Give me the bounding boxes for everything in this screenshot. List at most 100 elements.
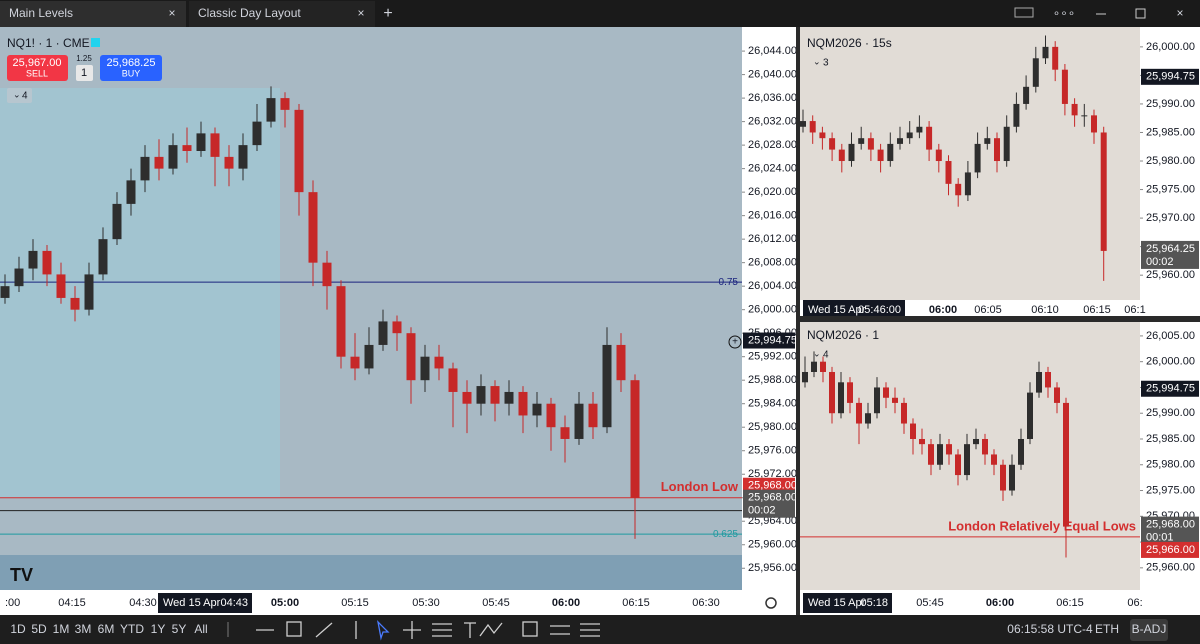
y-tick-label: 26,000.00	[748, 304, 797, 316]
tab[interactable]	[189, 1, 375, 27]
chevron[interactable]: ⌄	[813, 348, 821, 358]
candle-body	[926, 126, 933, 150]
buy-label[interactable]: BUY	[122, 68, 141, 78]
y-tick-label: 25,985.00	[1146, 126, 1195, 138]
range-button[interactable]: 1M	[53, 622, 70, 636]
candle-body	[1036, 371, 1042, 393]
candle-body	[42, 250, 52, 275]
more-icon[interactable]: ∘∘∘	[1053, 6, 1076, 20]
candle-body	[1003, 126, 1010, 162]
x-tick-label: 05:15	[341, 597, 369, 609]
candle-body	[919, 438, 925, 445]
symbol[interactable]: NQ1! · 1 · CME	[7, 36, 90, 50]
tool-crosshair[interactable]	[403, 621, 421, 639]
chart-pane: 26,044.00 26,040.00 26,036.00 26,032.00 26,0…	[0, 27, 797, 615]
candle-body	[887, 143, 894, 162]
candle-body	[140, 156, 150, 181]
sell-label[interactable]: SELL	[26, 68, 48, 78]
symbol[interactable]: NQM2026 · 15s	[807, 36, 892, 50]
range-button[interactable]: 6M	[98, 622, 115, 636]
tool-trend[interactable]	[315, 622, 333, 638]
price-label: 25,994.75	[748, 334, 797, 346]
tool-rect[interactable]	[286, 621, 302, 637]
candle-body	[1061, 69, 1068, 104]
y-tick-label: 26,036.00	[748, 92, 797, 104]
buy-price[interactable]: 25,968.25	[107, 57, 156, 69]
candle-body	[1100, 132, 1107, 251]
chevron[interactable]: ⌄	[13, 89, 21, 99]
range-button[interactable]: 5D	[31, 622, 47, 636]
adjustment-button[interactable]	[1130, 619, 1168, 641]
tab[interactable]	[0, 1, 186, 27]
quantity[interactable]: 1	[81, 67, 87, 79]
sell-button[interactable]	[7, 55, 68, 81]
range-button[interactable]: All	[194, 622, 207, 636]
close-window[interactable]: ×	[1176, 6, 1183, 20]
session[interactable]: ETH	[1095, 622, 1119, 636]
maximize[interactable]	[1135, 8, 1146, 19]
range-button[interactable]: 5Y	[172, 622, 187, 636]
range-button[interactable]: 1Y	[151, 622, 166, 636]
symbol[interactable]: NQM2026 · 1	[807, 328, 879, 342]
candle-body	[252, 121, 262, 146]
y-tick-label: 26,000.00	[1146, 356, 1195, 368]
candle-body	[560, 427, 570, 439]
layout-icon[interactable]	[1014, 7, 1034, 18]
y-tick-label: 25,980.00	[1146, 155, 1195, 167]
y-tick-label: 25,956.00	[748, 562, 797, 574]
tool-note[interactable]	[522, 621, 538, 637]
indicator-toggle[interactable]	[7, 88, 32, 103]
quantity-box[interactable]	[76, 65, 93, 81]
y-tick-label: 26,008.00	[748, 257, 797, 269]
tab-label[interactable]: Main Levels	[9, 6, 73, 20]
y-tick-label: 25,980.00	[748, 421, 797, 433]
tool-fib[interactable]	[432, 623, 452, 637]
session-shade	[0, 555, 742, 590]
price-label-box	[1141, 68, 1199, 85]
range-button[interactable]: 3M	[75, 622, 92, 636]
tab-close[interactable]: ×	[168, 6, 175, 20]
indicator-count[interactable]: 3	[823, 58, 829, 69]
candle-body	[154, 156, 164, 169]
y-tick-label: 25,970.00	[1146, 212, 1195, 224]
range-button[interactable]: YTD	[120, 622, 144, 636]
indicator-count[interactable]: 4	[22, 91, 28, 102]
price-label-box	[1141, 516, 1199, 545]
tool-cursor[interactable]	[376, 620, 390, 641]
tool-menu[interactable]	[580, 623, 600, 637]
crosshair-add[interactable]	[728, 335, 742, 349]
candle-body	[238, 145, 248, 169]
candle-body	[829, 371, 835, 414]
tool-text[interactable]	[464, 622, 476, 638]
level-label: 0.625	[713, 529, 738, 540]
candle-body	[1027, 392, 1033, 439]
tool-ruler[interactable]	[550, 625, 570, 635]
y-tick-label: 25,975.00	[1146, 183, 1195, 195]
sell-price[interactable]: 25,967.00	[13, 57, 62, 69]
crosshair-plus[interactable]: +	[732, 337, 738, 348]
candle-body	[946, 444, 952, 455]
tool-pattern[interactable]	[479, 622, 503, 637]
tab-label[interactable]: Classic Day Layout	[198, 6, 301, 20]
adjustment[interactable]: B-ADJ	[1132, 622, 1167, 636]
candle-body	[1091, 115, 1097, 133]
price-label: 25,968.00	[748, 492, 797, 504]
candle-body	[800, 121, 806, 127]
new-tab[interactable]: +	[383, 5, 392, 22]
level-label: 0.75	[719, 277, 739, 288]
range-button[interactable]: 1D	[10, 622, 26, 636]
tab-close[interactable]: ×	[357, 6, 364, 20]
logo: TV	[10, 565, 33, 585]
chevron[interactable]: ⌄	[813, 56, 821, 66]
y-tick-label: 25,960.00	[1146, 562, 1195, 574]
candle-body	[883, 387, 889, 398]
candle-body	[945, 161, 952, 184]
candle-body	[182, 145, 192, 152]
indicator-count[interactable]: 4	[823, 350, 829, 361]
buy-button[interactable]	[100, 55, 162, 81]
settings-icon[interactable]	[765, 597, 777, 609]
y-tick-label: 26,040.00	[748, 69, 797, 81]
candle-body	[546, 403, 556, 428]
candle-body	[964, 444, 970, 476]
